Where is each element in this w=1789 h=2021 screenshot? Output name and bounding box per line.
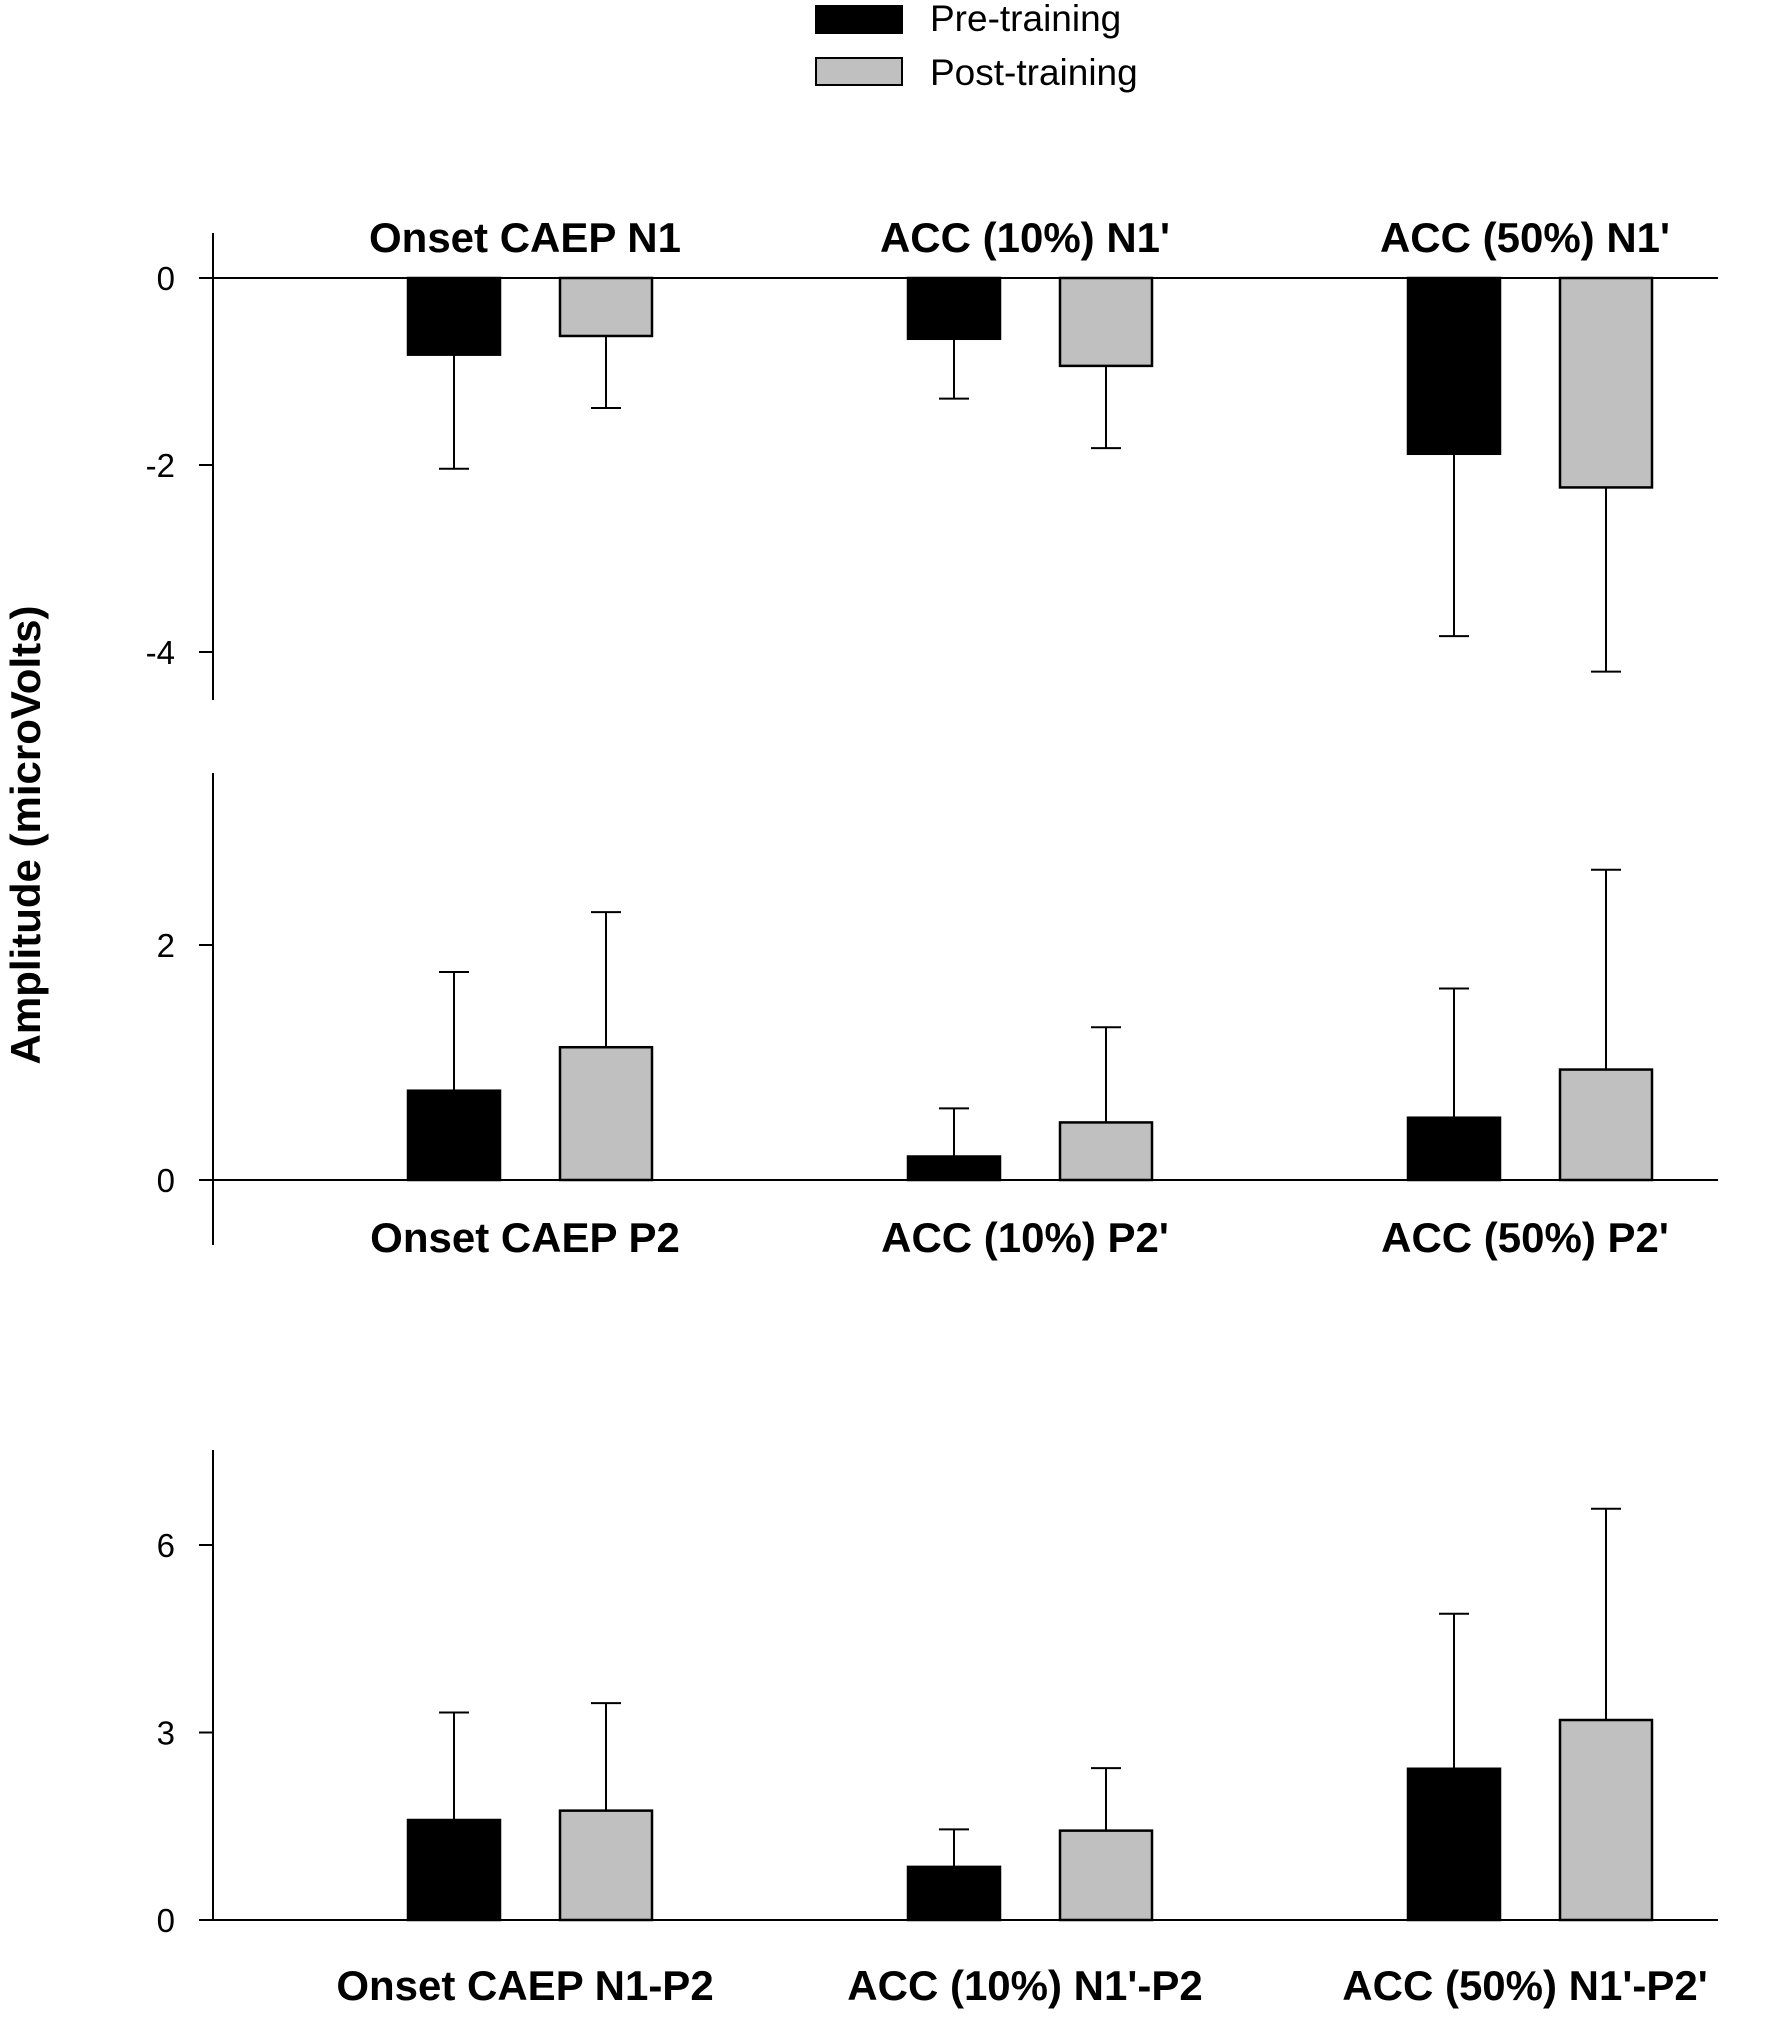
legend: Pre-training Post-training: [815, 0, 1138, 93]
bar-post-1: [558, 1809, 654, 1922]
category-label: ACC (50%) N1': [1380, 214, 1670, 261]
bar-post-3: [1558, 276, 1654, 489]
y-tick-label: 0: [157, 1162, 175, 1199]
bar-post-2: [1058, 1121, 1154, 1182]
category-label: ACC (10%) N1'-P2: [847, 1962, 1202, 2009]
category-label: Onset CAEP P2: [370, 1214, 680, 1261]
bar-post-3: [1558, 1068, 1654, 1182]
bar-pre-2: [906, 1155, 1002, 1182]
panels: 0 -2 -4 Onset CAEP N1 ACC (10%) N1' ACC (50%)…: [146, 214, 1718, 2009]
bar-post-1: [558, 1045, 654, 1182]
bar-pre-2: [906, 1865, 1002, 1922]
legend-swatch-pre: [815, 5, 903, 34]
legend-label-post: Post-training: [930, 52, 1138, 93]
category-label: ACC (10%) P2': [881, 1214, 1169, 1261]
category-label: Onset CAEP N1-P2: [336, 1962, 713, 2009]
panel-2: 0 2 Onset CAEP P2 ACC (10%) P2' ACC (50%) P2…: [157, 773, 1718, 1261]
legend-swatch-post: [815, 57, 903, 86]
y-tick-label: 0: [157, 260, 175, 297]
y-tick-label: -4: [146, 634, 175, 671]
bar-post-3: [1558, 1718, 1654, 1922]
category-label: ACC (50%) N1'-P2': [1342, 1962, 1707, 2009]
panel-1: 0 -2 -4 Onset CAEP N1 ACC (10%) N1' ACC (50%)…: [146, 214, 1718, 700]
y-tick-label: 0: [157, 1902, 175, 1939]
category-label: ACC (50%) P2': [1381, 1214, 1669, 1261]
bar-post-2: [1058, 1829, 1154, 1922]
panel-3: 0 3 6 Onset CAEP N1-P2 ACC (10%) N1'-P2 ACC (…: [157, 1450, 1718, 2009]
y-tick-label: 3: [157, 1715, 175, 1752]
bar-post-2: [1058, 276, 1154, 368]
y-tick-label: -2: [146, 447, 175, 484]
bar-pre-2: [906, 276, 1002, 341]
bar-post-1: [558, 276, 654, 338]
bar-pre-1: [406, 276, 502, 356]
category-label: Onset CAEP N1: [369, 214, 681, 261]
y-tick-label: 2: [157, 927, 175, 964]
bar-pre-3: [1406, 1116, 1502, 1182]
y-tick-label: 6: [157, 1527, 175, 1564]
bar-pre-3: [1406, 1767, 1502, 1922]
legend-label-pre: Pre-training: [930, 0, 1121, 39]
y-axis-title: Amplitude (microVolts): [2, 606, 49, 1065]
bar-pre-1: [406, 1818, 502, 1922]
bar-pre-1: [406, 1089, 502, 1182]
bar-pre-3: [1406, 276, 1502, 456]
category-label: ACC (10%) N1': [880, 214, 1170, 261]
